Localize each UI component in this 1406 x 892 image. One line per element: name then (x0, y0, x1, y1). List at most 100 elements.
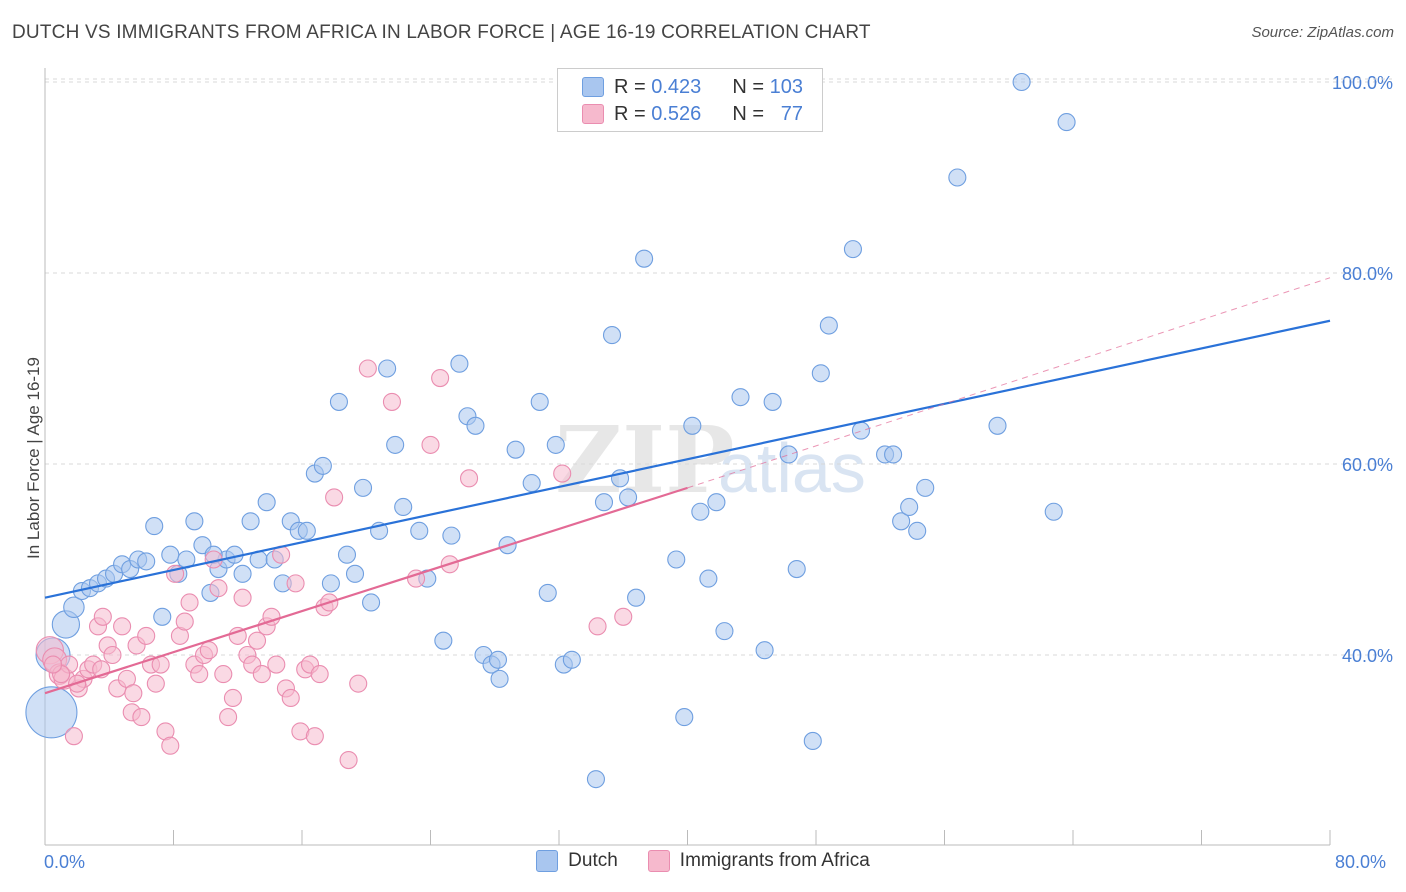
africa-point (146, 674, 165, 693)
dutch-point (362, 593, 381, 612)
legend-item-africa: Immigrants from Africa (647, 850, 870, 872)
dutch-point (715, 622, 734, 641)
dutch-point (530, 392, 549, 411)
africa-point (252, 665, 271, 684)
africa-point (113, 617, 132, 636)
africa-point (103, 645, 122, 665)
dutch-point (313, 456, 332, 475)
africa-point (199, 641, 218, 660)
dutch-point (908, 521, 927, 540)
watermark-zip: ZIP (555, 406, 734, 514)
africa-point (305, 727, 324, 746)
dutch-point (916, 478, 935, 497)
africa-point (310, 665, 329, 684)
dutch-point (948, 168, 967, 187)
africa-point (64, 727, 83, 746)
dutch-point (466, 416, 485, 435)
dutch-point (546, 435, 565, 454)
dutch-point (386, 435, 405, 454)
dutch-point (1012, 72, 1031, 92)
africa-point (219, 708, 238, 727)
africa-trend-extension (687, 277, 1331, 489)
r-value: 0.526 (651, 102, 702, 125)
dutch-point (619, 488, 638, 507)
africa-point (247, 631, 267, 650)
dutch-point (594, 493, 614, 512)
dutch-point (63, 596, 85, 618)
africa-point (349, 674, 368, 693)
dutch-point (345, 564, 365, 583)
africa-point (421, 435, 440, 454)
legend-item-dutch: Dutch (536, 850, 618, 872)
africa-point (214, 665, 233, 684)
n-value: 103 (769, 75, 803, 98)
dutch-point (137, 552, 156, 571)
r-value: 0.423 (651, 75, 702, 98)
dutch-point (321, 574, 340, 593)
africa-point (93, 607, 112, 626)
africa-point (124, 684, 143, 703)
dutch-point (562, 650, 581, 669)
africa-point (175, 612, 194, 631)
africa-trend-line (44, 486, 688, 695)
dutch-point (153, 607, 172, 626)
africa-point (382, 392, 402, 411)
africa-point (209, 579, 228, 598)
dutch-point (851, 421, 871, 440)
africa-point (132, 708, 151, 727)
dutch-point (1044, 502, 1063, 521)
dutch-point (602, 326, 622, 345)
dutch-point (337, 545, 357, 564)
dutch-trend-line (44, 319, 1331, 599)
dutch-point (434, 631, 453, 650)
dutch-point (586, 770, 605, 789)
dutch-point (353, 478, 373, 497)
dutch-point (297, 521, 316, 540)
dutch-point (988, 416, 1007, 435)
dutch-point (522, 474, 541, 493)
dutch-point (787, 559, 806, 579)
africa-point (180, 593, 199, 612)
correlation-legend: R = 0.423 N = 103 R = 0.526 N = 77 (557, 68, 823, 132)
dutch-point (538, 583, 557, 602)
dutch-point (233, 564, 252, 583)
dutch-point (900, 497, 919, 517)
africa-swatch (582, 104, 604, 124)
dutch-point (683, 416, 702, 435)
africa-point (228, 626, 247, 645)
africa-point (431, 368, 450, 388)
dutch-point (892, 512, 911, 531)
dutch-point (488, 650, 508, 669)
x-tick-label-min: 0.0% (44, 852, 86, 872)
dutch-point (25, 686, 78, 739)
dutch-point (819, 316, 838, 335)
x-tick-label-max: 80.0% (1335, 852, 1387, 872)
africa-point (223, 688, 242, 708)
africa-point (233, 588, 252, 607)
dutch-point (667, 550, 686, 569)
africa-point (325, 488, 344, 507)
chart-title: DUTCH VS IMMIGRANTS FROM AFRICA IN LABOR… (12, 22, 871, 43)
dutch-point (755, 641, 774, 660)
legend-row-dutch: R = 0.423 N = 103 (582, 75, 803, 99)
africa-point (281, 688, 300, 708)
dutch-point (506, 440, 525, 459)
y-tick-label: 60.0% (1342, 455, 1393, 475)
dutch-point (635, 249, 654, 268)
r-label: R = (614, 102, 646, 125)
n-value: 77 (780, 102, 803, 125)
africa-point (161, 736, 180, 755)
n-label: N = (732, 102, 765, 125)
africa-point (43, 655, 63, 674)
legend-swatch-africa (647, 850, 670, 872)
africa-point (553, 464, 572, 483)
dutch-point (699, 569, 718, 588)
dutch-point (161, 545, 180, 564)
y-tick-label: 80.0% (1342, 264, 1393, 284)
dutch-point (627, 588, 646, 607)
dutch-swatch (582, 77, 604, 97)
dutch-point (394, 497, 413, 517)
africa-point (459, 469, 479, 488)
watermark-atlas: atlas (718, 429, 866, 507)
